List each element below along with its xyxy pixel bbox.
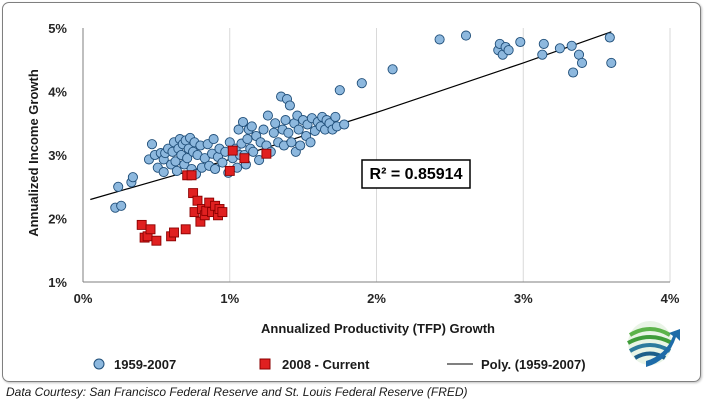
x-tick-label: 0% [74,291,93,306]
data-point-1959-2007 [246,121,257,132]
data-point-1959-2007 [127,172,138,183]
data-point-1959-2007 [158,167,169,178]
x-tick-labels: 0% 1% 2% 3% 4% [74,291,680,306]
data-point-1959-2007 [283,127,294,138]
r-squared-box [361,159,471,189]
data-point-1959-2007 [113,181,124,192]
data-point-1959-2007 [170,156,181,167]
data-point-1959-2007 [270,118,281,129]
data-point-2008-current [224,165,235,176]
logo-arrow-shape [646,329,680,367]
r-squared-label: R² = 0.85914 [370,166,463,183]
data-point-1959-2007 [334,85,345,96]
data-point-1959-2007 [208,134,219,145]
series-1959-2007-points [110,30,617,213]
data-point-1959-2007 [280,115,291,126]
data-point-1959-2007 [242,134,253,145]
data-point-1959-2007 [210,163,221,175]
x-tick-label: 2% [367,291,386,306]
data-point-1959-2007 [515,36,526,48]
data-point-1959-2007 [248,146,259,157]
data-point-1959-2007 [503,45,514,56]
data-point-1959-2007 [116,200,127,211]
data-point-1959-2007 [434,34,445,45]
data-point-1959-2007 [387,64,398,75]
x-tick-label: 3% [514,291,533,306]
y-axis-title: Annualized Income Growth [26,69,41,237]
y-tick-label: 3% [48,148,67,163]
legend: 1959-2007 2008 - Current Poly. (1959-200… [93,357,586,372]
data-point-1959-2007 [284,100,295,111]
data-point-2008-current [239,153,250,164]
data-point-1959-2007 [171,165,182,176]
data-point-1959-2007 [568,67,579,78]
data-point-1959-2007 [182,153,193,164]
data-point-2008-current [169,227,179,238]
data-point-1959-2007 [606,57,617,68]
data-point-1959-2007 [258,124,269,135]
data-point-1959-2007 [199,153,210,164]
legend-label-2008-current: 2008 - Current [282,357,370,372]
data-point-1959-2007 [295,140,306,151]
data-point-1959-2007 [604,32,615,43]
data-point-1959-2007 [237,116,249,128]
chart-frame [2,2,701,382]
legend-label-1959-2007: 1959-2007 [114,357,176,372]
y-tick-label: 2% [48,212,67,227]
data-point-2008-current [180,224,191,235]
x-tick-label: 4% [661,291,680,306]
trendline [90,31,612,201]
data-point-1959-2007 [305,137,316,148]
data-point-1959-2007 [538,38,549,49]
legend-item-trendline: Poly. (1959-2007) [447,357,586,372]
r-squared-annotation: R² = 0.85914 [361,159,471,189]
data-point-2008-current [227,145,238,156]
data-point-1959-2007 [262,110,273,121]
data-point-1959-2007 [217,157,228,168]
legend-square-marker [259,358,271,370]
data-point-1959-2007 [537,49,548,60]
data-point-1959-2007 [339,119,350,130]
x-tick-label: 1% [220,291,239,306]
data-point-2008-current [136,219,147,230]
data-point-1959-2007 [330,111,341,122]
legend-item-1959-2007: 1959-2007 [93,357,176,372]
scatter-chart: 0% 1% 2% 3% 4% 1% 2% 3% 4% 5% R² = 0.85914 Annua… [26,21,680,372]
data-point-1959-2007 [554,43,565,54]
data-point-1959-2007 [146,139,158,150]
legend-item-2008-current: 2008 - Current [259,357,370,372]
data-point-1959-2007 [356,78,367,89]
data-point-1959-2007 [576,57,588,68]
data-point-2008-current [192,195,203,206]
data-point-1959-2007 [254,155,265,166]
y-tick-label: 5% [48,21,67,36]
series-2008-current-points [136,145,272,246]
data-point-2008-current [217,207,228,218]
legend-circle-marker [93,358,105,370]
trendline-layer [90,31,612,201]
globe-arrow-logo [627,321,680,367]
data-point-2008-current [261,148,272,159]
data-point-2008-current [186,170,197,181]
data-point-2008-current [145,224,156,235]
data-point-1959-2007 [233,124,244,135]
x-axis-title: Annualized Productivity (TFP) Growth [261,321,495,336]
data-point-1959-2007 [293,124,304,135]
legend-label-trendline: Poly. (1959-2007) [481,357,586,372]
data-point-1959-2007 [566,40,577,51]
y-tick-labels: 1% 2% 3% 4% 5% [48,21,67,290]
y-tick-label: 1% [48,275,67,290]
data-point-1959-2007 [286,137,297,148]
data-point-1959-2007 [268,127,279,138]
data-point-1959-2007 [460,30,472,41]
axes [82,28,670,283]
source-caption: Data Courtesy: San Francisco Federal Res… [6,385,468,399]
y-tick-label: 4% [48,85,67,100]
data-point-2008-current [151,235,162,246]
